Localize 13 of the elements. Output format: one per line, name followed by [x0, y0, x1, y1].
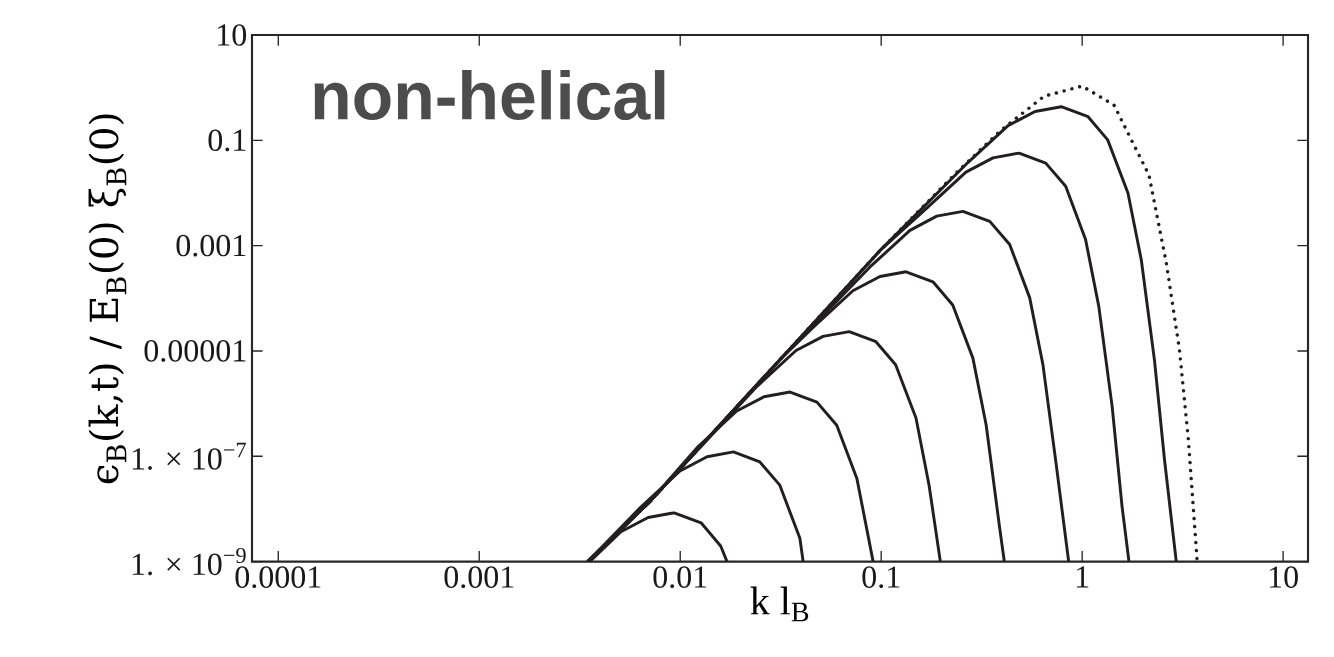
y-axis-title: ϵ$_{B}$(k,t) / E$_{B}$(0) ξ$_{B}$(0) [88, 114, 127, 484]
y-tick-label: 1. × 10$^{−7}$ [132, 442, 246, 470]
y-tick-label: 10 [218, 24, 247, 46]
annotation: non-helical [314, 70, 665, 121]
x-tick-label: 0.1 [862, 566, 900, 589]
x-tick-label: 0.001 [444, 566, 514, 589]
x-tick-label: 0.01 [653, 566, 707, 589]
x-tick-label: 10 [1269, 566, 1298, 588]
x-tick-label: 1 [1076, 566, 1089, 588]
y-tick-label: 0.001 [176, 234, 246, 257]
x-axis-title: k l$_{B}$ [750, 586, 809, 622]
y-tick-label: 0.00001 [144, 340, 246, 362]
y-tick-label: 0.1 [208, 129, 246, 152]
